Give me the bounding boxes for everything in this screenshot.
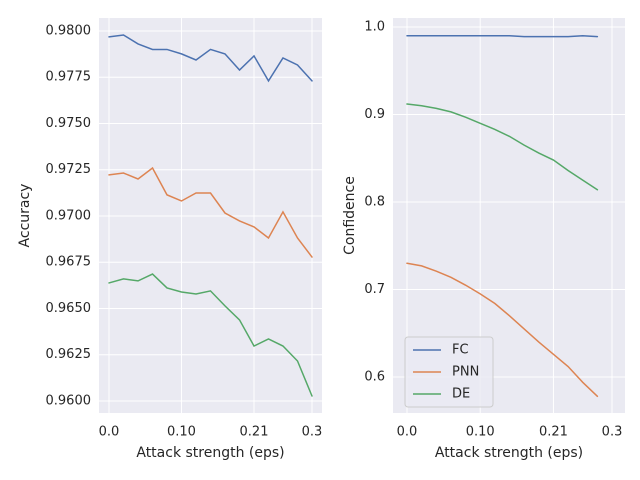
y-tick-label: 0.9750 [46,116,92,131]
y-tick-label: 0.9700 [46,208,92,223]
x-tick-label: 0.3 [302,425,323,440]
y-axis-label: Accuracy [17,184,33,248]
y-tick-label: 0.9675 [46,255,92,270]
line-series [406,262,599,398]
legend-label: FC [452,343,469,358]
x-tick-label: 0.21 [539,425,568,440]
y-tick-label: 0.9625 [46,347,92,362]
legend-box [404,336,494,408]
legend-label: DE [452,387,470,402]
legend: FC PNN DE [404,336,494,408]
line-series [108,273,313,397]
x-axis-label: Attack strength (eps) [136,445,284,461]
legend-label: PNN [452,365,479,380]
x-tick-label: 0.21 [240,425,269,440]
line-series [108,34,313,83]
line-series [108,166,313,258]
y-tick-label: 0.9600 [46,393,92,408]
x-tick-label: 0.0 [397,425,418,440]
y-tick-label: 0.8 [364,195,385,210]
y-tick-label: 0.7 [364,282,385,297]
y-tick-label: 0.9775 [46,70,92,85]
line-series [406,35,599,38]
y-axis-label: Confidence [342,176,358,255]
x-axis-label: Attack strength (eps) [435,445,583,461]
y-tick-label: 0.6 [364,370,385,385]
x-tick-label: 0.10 [466,425,495,440]
x-tick-label: 0.10 [167,425,196,440]
y-tick-label: 0.9650 [46,301,92,316]
line-series [406,103,599,191]
y-tick-label: 0.9725 [46,162,92,177]
x-tick-label: 0.0 [99,425,120,440]
y-tick-label: 0.9 [364,107,385,122]
y-tick-label: 1.0 [364,20,385,35]
x-tick-label: 0.3 [602,425,623,440]
y-tick-label: 0.9800 [46,23,92,38]
